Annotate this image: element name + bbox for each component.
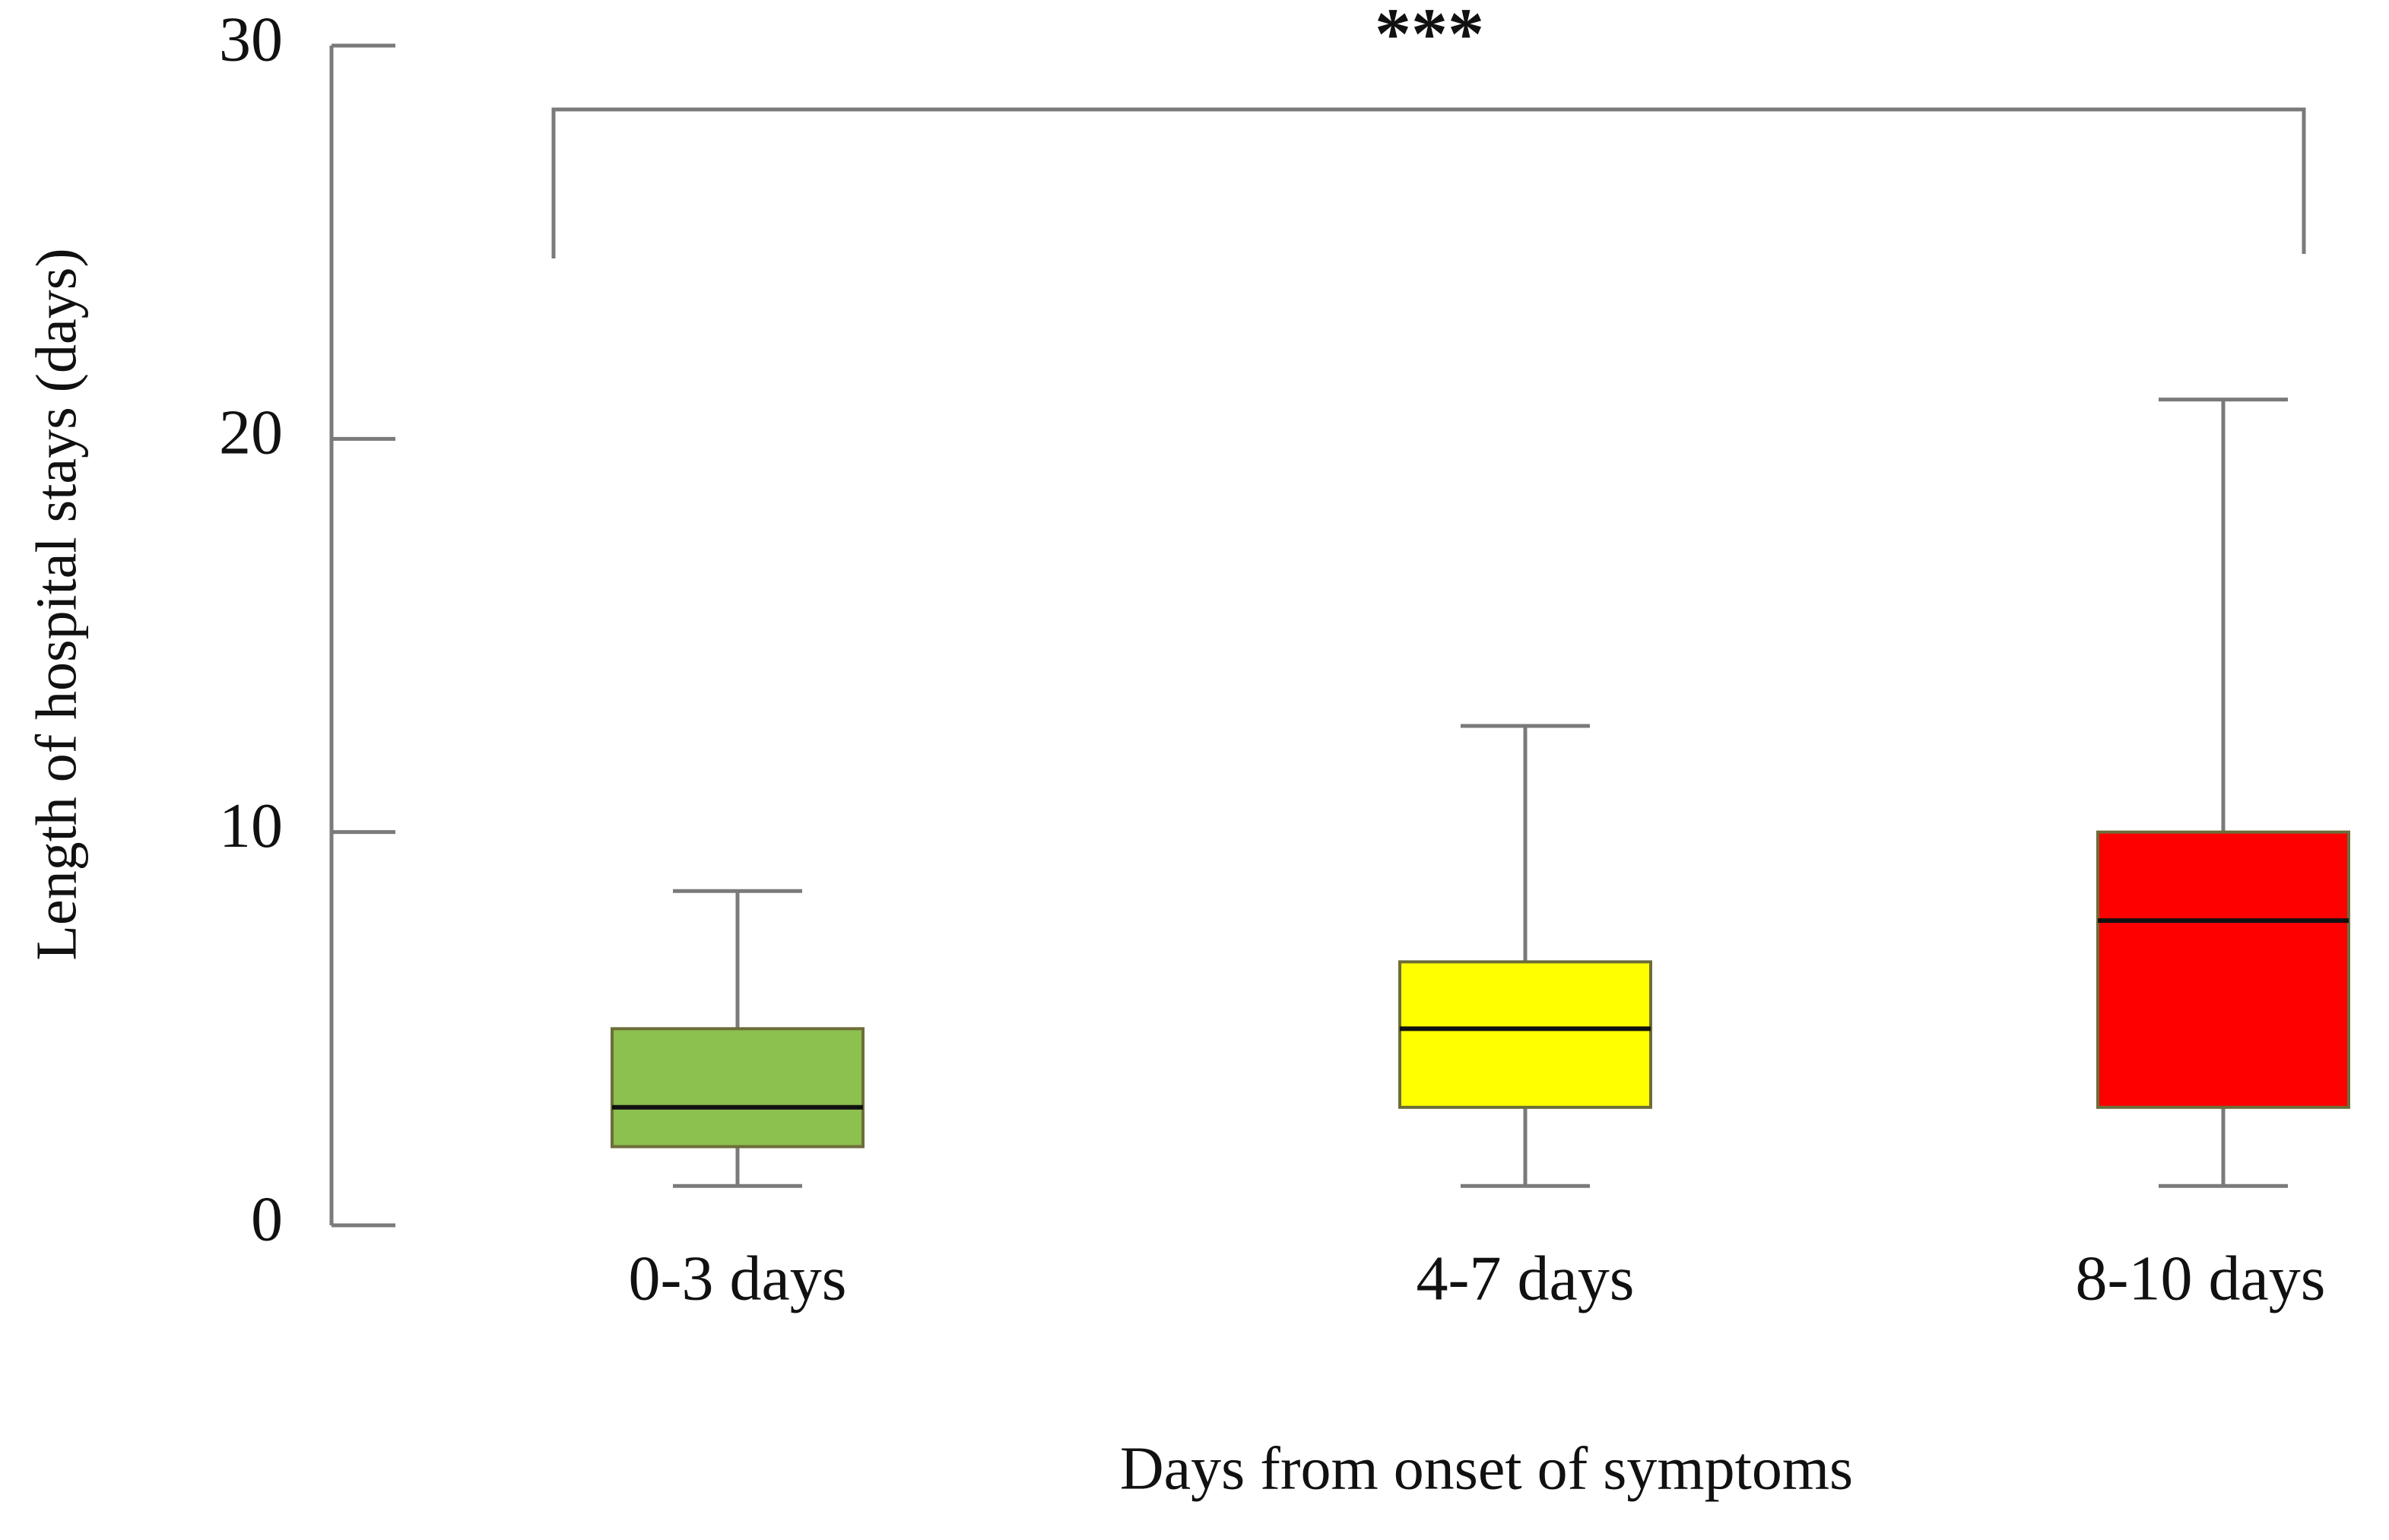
- y-tick-label: 0: [251, 1184, 283, 1254]
- significance-bracket: [551, 107, 2306, 258]
- y-tick-label: 10: [219, 791, 283, 861]
- y-tick-label: 30: [219, 4, 283, 74]
- x-tick-label: 4-7 days: [1417, 1243, 1635, 1313]
- box: [611, 1027, 865, 1149]
- x-tick-label: 0-3 days: [629, 1243, 847, 1313]
- box: [1398, 960, 1652, 1109]
- box: [2096, 830, 2350, 1109]
- y-tick-label: 20: [219, 398, 283, 468]
- x-axis-title: Days from onset of symptoms: [1120, 1435, 1853, 1502]
- x-tick-label: 8-10 days: [2076, 1243, 2326, 1313]
- significance-label: ***: [1375, 0, 1484, 74]
- y-axis-title: Length of hospital stays (days): [24, 248, 88, 960]
